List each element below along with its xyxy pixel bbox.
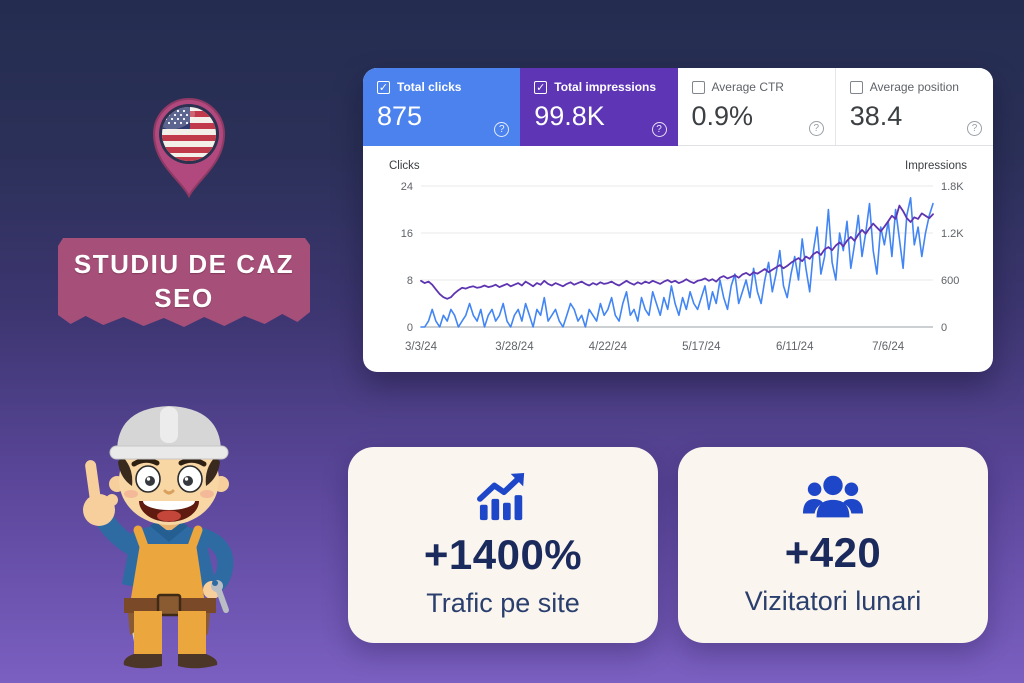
construction-worker-mascot (83, 406, 234, 669)
svg-text:4/22/24: 4/22/24 (589, 341, 628, 353)
total-impressions-checkbox[interactable]: ✓ (534, 80, 548, 94)
metric-label: Total impressions (554, 80, 657, 94)
svg-text:8: 8 (407, 275, 413, 287)
svg-text:600: 600 (941, 275, 959, 287)
metric-card-total-clicks[interactable]: ✓ Total clicks 875 ? (363, 68, 521, 146)
svg-text:5/17/24: 5/17/24 (682, 341, 721, 353)
visitors-stat-value: +420 (784, 528, 882, 576)
svg-text:1.2K: 1.2K (941, 228, 964, 240)
left-axis-title: Clicks (389, 160, 420, 172)
visitors-stat-card: +420 Vizitatori lunari (678, 447, 988, 643)
traffic-stat-value: +1400% (423, 530, 583, 578)
metric-card-total-impressions[interactable]: ✓ Total impressions 99.8K ? (520, 68, 678, 146)
metric-label: Total clicks (397, 80, 462, 94)
help-icon[interactable]: ? (967, 121, 982, 136)
svg-text:3/28/24: 3/28/24 (495, 341, 534, 353)
metric-label: Average CTR (711, 80, 784, 94)
us-flag-pin-icon (152, 98, 226, 198)
svg-text:16: 16 (401, 228, 413, 240)
metric-value: 38.4 (849, 101, 903, 131)
help-icon[interactable]: ? (808, 121, 824, 136)
svg-text:0: 0 (941, 322, 947, 334)
metric-value: 875 (377, 101, 423, 131)
svg-text:1.8K: 1.8K (941, 181, 964, 193)
metric-value: 0.9% (691, 101, 754, 131)
people-group-icon (802, 475, 864, 517)
case-study-banner: STUDIU DE CAZ SEO (58, 238, 310, 327)
banner-title-line2: SEO (154, 282, 214, 313)
metric-cards-row: ✓ Total clicks 875 ? ✓ Total impressions… (363, 68, 993, 146)
svg-text:6/11/24: 6/11/24 (776, 341, 814, 353)
average-position-checkbox[interactable] (849, 80, 863, 94)
total-clicks-checkbox[interactable]: ✓ (377, 80, 390, 94)
search-console-panel: ✓ Total clicks 875 ? ✓ Total impressions… (363, 68, 993, 372)
banner-title-line1: STUDIU DE CAZ (73, 248, 295, 279)
metric-card-average-position[interactable]: Average position 38.4 ? (834, 68, 993, 146)
metric-card-average-ctr[interactable]: Average CTR 0.9% ? (677, 68, 835, 146)
traffic-stat-label: Trafic pe site (426, 587, 580, 618)
svg-text:0: 0 (407, 322, 413, 334)
svg-text:7/6/24: 7/6/24 (872, 341, 905, 353)
help-icon[interactable]: ? (494, 122, 510, 137)
average-ctr-checkbox[interactable] (691, 80, 705, 94)
trend-up-chart-icon (477, 472, 525, 520)
help-icon[interactable]: ? (651, 122, 667, 137)
metric-label: Average position (869, 80, 959, 94)
traffic-stat-card: +1400% Trafic pe site (348, 447, 658, 643)
svg-text:3/3/24: 3/3/24 (405, 341, 438, 353)
performance-chart-section: Clicks Impressions 0 0 8 600 16 1.2K 24 1.8K 3/3… (363, 146, 993, 362)
visitors-stat-label: Vizitatori lunari (744, 585, 922, 616)
clicks-impressions-line-chart: 0 0 8 600 16 1.2K 24 1.8K 3/3/24 3/28/24 4/22/24 5/… (401, 181, 965, 353)
right-axis-title: Impressions (905, 160, 967, 172)
metric-value: 99.8K (534, 101, 605, 131)
svg-text:24: 24 (401, 181, 413, 193)
